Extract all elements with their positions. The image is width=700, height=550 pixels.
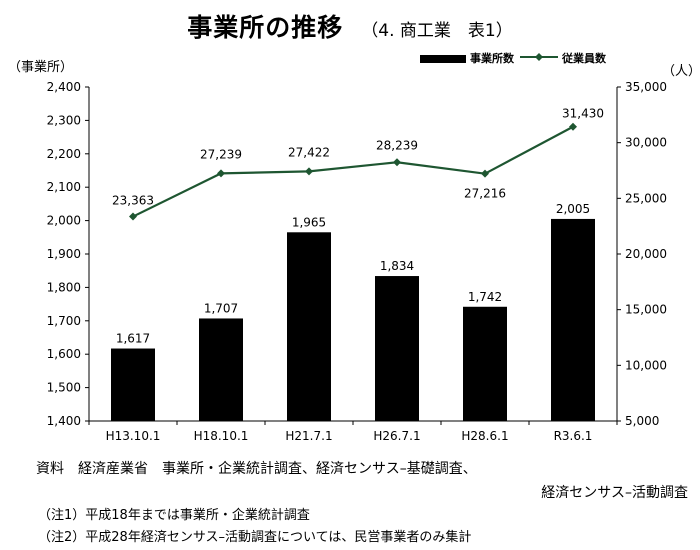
x-tick-label: H18.10.1 xyxy=(194,429,249,443)
line-point xyxy=(305,167,313,176)
left-tick-label: 2,000 xyxy=(47,214,81,228)
left-tick-label: 1,600 xyxy=(47,347,81,361)
chart-title: 事業所の推移 （4. 商工業 表1） xyxy=(0,8,700,44)
line-value-label: 28,239 xyxy=(376,138,418,152)
line-value-label: 27,422 xyxy=(288,145,330,159)
left-tick-label: 2,200 xyxy=(47,147,81,161)
right-tick-label: 10,000 xyxy=(625,358,667,372)
left-tick-label: 2,300 xyxy=(47,113,81,127)
bar xyxy=(463,306,507,421)
line-value-label: 27,216 xyxy=(464,187,506,201)
left-tick-label: 1,400 xyxy=(47,414,81,428)
line-point xyxy=(393,158,401,167)
source-line-2: 経済センサス–活動調査 xyxy=(541,485,688,501)
bar xyxy=(287,232,331,421)
x-tick-label: R3.6.1 xyxy=(554,429,593,443)
legend-line-label: 従業員数 xyxy=(562,52,606,65)
right-tick-label: 20,000 xyxy=(625,247,667,261)
right-tick-label: 35,000 xyxy=(625,80,667,94)
right-tick-label: 15,000 xyxy=(625,303,667,317)
title-sub: （4. 商工業 表1） xyxy=(361,21,513,41)
bar-value-label: 1,617 xyxy=(116,332,150,346)
x-tick-label: H13.10.1 xyxy=(106,429,161,443)
bar xyxy=(551,218,595,421)
right-axis-unit: （人） xyxy=(662,64,700,79)
legend-bar-swatch xyxy=(420,55,466,63)
left-axis-unit: （事業所） xyxy=(8,60,74,75)
legend-bar-label: 事業所数 xyxy=(470,52,514,65)
note-1: （注1）平成18年までは事業所・企業統計調査 xyxy=(38,508,310,523)
left-tick-label: 2,400 xyxy=(47,80,81,94)
bar-value-label: 1,742 xyxy=(468,290,502,304)
x-tick-label: H21.7.1 xyxy=(285,429,332,443)
line-point xyxy=(217,169,225,178)
bar-value-label: 1,834 xyxy=(380,259,414,273)
bar xyxy=(111,348,155,421)
left-tick-label: 1,900 xyxy=(47,247,81,261)
bar-value-label: 1,707 xyxy=(204,301,238,315)
legend-line-swatch xyxy=(520,53,558,61)
line-point xyxy=(129,212,137,221)
left-tick-label: 1,800 xyxy=(47,280,81,294)
right-tick-label: 5,000 xyxy=(625,414,659,428)
left-tick-label: 1,700 xyxy=(47,314,81,328)
source-line-1: 資料 経済産業省 事業所・企業統計調査、経済センサス–基礎調査、 xyxy=(36,461,477,477)
left-tick-label: 1,500 xyxy=(47,381,81,395)
line-point xyxy=(481,169,489,178)
left-tick-label: 2,100 xyxy=(47,180,81,194)
line-series xyxy=(132,125,574,218)
note-2: （注2）平成28年経済センサス–活動調査については、民営事業者のみ集計 xyxy=(38,530,472,545)
right-tick-label: 25,000 xyxy=(625,191,667,205)
line-value-label: 31,430 xyxy=(562,107,604,121)
line-value-label: 27,239 xyxy=(200,147,242,161)
bar xyxy=(199,318,243,421)
bar xyxy=(375,276,419,421)
chart-plot: 1,400 1,500 1,600 1,700 1,800 1,900 2,000 2,100… xyxy=(47,80,667,443)
x-tick-label: H26.7.1 xyxy=(373,429,420,443)
x-tick-label: H28.6.1 xyxy=(461,429,508,443)
bar-value-label: 2,005 xyxy=(556,202,590,216)
line-value-label: 23,363 xyxy=(112,194,154,208)
bar-value-label: 1,965 xyxy=(292,215,326,229)
line-point xyxy=(569,122,577,131)
right-tick-label: 30,000 xyxy=(625,136,667,150)
title-main: 事業所の推移 xyxy=(187,13,344,42)
